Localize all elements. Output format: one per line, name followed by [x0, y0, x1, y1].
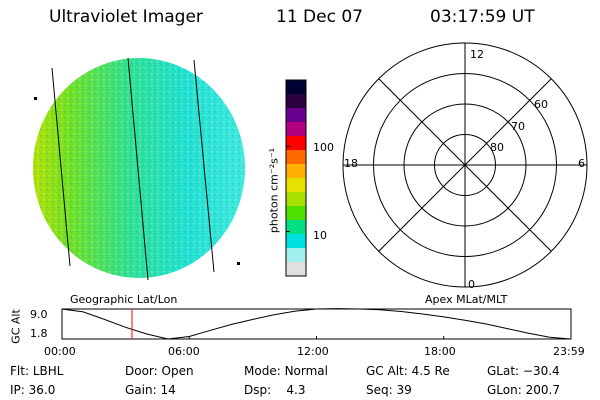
colorbar-swatch [286, 234, 306, 249]
ytick-1-8: 1.8 [30, 327, 48, 340]
xtick-0000: 00:00 [44, 345, 76, 358]
meta-gain: Gain: 14 [125, 383, 176, 397]
earth-disk [30, 55, 250, 285]
ytick-9: 9.0 [30, 308, 48, 321]
colorbar-swatch [286, 122, 306, 137]
altitude-plot [62, 309, 571, 339]
gcalt-axis-label: GC Alt [10, 305, 23, 349]
altitude-frame [62, 309, 571, 339]
edge-marker [34, 97, 37, 100]
mlt-label-12: 12 [470, 48, 484, 61]
mlt-label-0: 0 [468, 278, 475, 291]
colorbar-swatch [286, 108, 306, 123]
meta-mode: Mode: Normal [244, 364, 328, 378]
apex-mlat-title: Apex MLat/MLT [425, 293, 507, 306]
geo-latlon-title: Geographic Lat/Lon [70, 293, 177, 306]
mlt-line-9 [465, 79, 551, 165]
colorbar-tick-10: 10 [313, 229, 327, 242]
colorbar-swatch [286, 220, 306, 235]
colorbar-tick-100: 100 [313, 141, 334, 154]
xtick-1800: 18:00 [424, 345, 456, 358]
colorbar-swatch [286, 262, 306, 277]
xtick-2359: 23:59 [553, 345, 585, 358]
colorbar-swatch [286, 150, 306, 165]
lat-label-80: 80 [490, 141, 504, 154]
colorbar [286, 80, 306, 277]
colorbar-swatch [286, 80, 306, 95]
xtick-0600: 06:00 [168, 345, 200, 358]
mlt-label-18: 18 [344, 157, 358, 170]
meta-seq: Seq: 39 [366, 383, 412, 397]
colorbar-swatch [286, 136, 306, 151]
meta-glon: GLon: 200.7 [487, 383, 560, 397]
meta-dsp: Dsp: 4.3 [244, 383, 306, 397]
lat-label-70: 70 [511, 120, 525, 133]
colorbar-swatch [286, 178, 306, 193]
mlt-label-6: 6 [578, 157, 585, 170]
edge-marker [237, 262, 240, 265]
mlt-line-21 [379, 165, 465, 251]
meta-door: Door: Open [125, 364, 194, 378]
xtick-1200: 12:00 [297, 345, 329, 358]
colorbar-swatch [286, 164, 306, 179]
mlt-line-15 [379, 79, 465, 165]
colorbar-swatch [286, 248, 306, 263]
mlt-line-3 [465, 165, 551, 251]
meta-flt: Flt: LBHL [10, 364, 63, 378]
colorbar-swatch [286, 206, 306, 221]
colorbar-swatch [286, 192, 306, 207]
altitude-curve [62, 309, 571, 339]
meta-gcalt: GC Alt: 4.5 Re [366, 364, 450, 378]
colorbar-unit-label: photon cm⁻²s⁻¹ [268, 141, 281, 241]
colorbar-swatch [286, 94, 306, 109]
lat-label-60: 60 [534, 98, 548, 111]
meta-glat: GLat: −30.4 [487, 364, 560, 378]
meta-ip: IP: 36.0 [10, 383, 55, 397]
polar-grid [343, 43, 587, 287]
